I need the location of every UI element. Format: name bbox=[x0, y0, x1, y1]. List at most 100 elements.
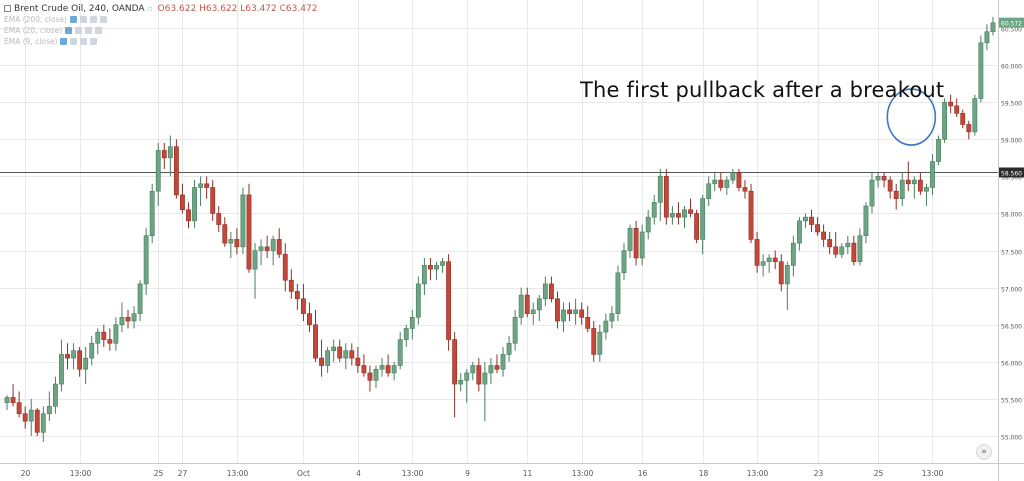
candle-body bbox=[567, 309, 572, 314]
candle-body bbox=[300, 298, 306, 314]
candle-body bbox=[669, 213, 675, 218]
candle-body bbox=[325, 350, 331, 366]
legend-settings-icon[interactable]: ▫ bbox=[147, 4, 153, 13]
indicator-label: EMA (20, close) bbox=[4, 26, 63, 35]
close-icon[interactable] bbox=[89, 16, 97, 23]
candle-body bbox=[948, 101, 954, 107]
indicator-row[interactable]: EMA (20, close) bbox=[4, 25, 317, 36]
candle-body bbox=[270, 239, 276, 251]
candle-body bbox=[228, 239, 234, 244]
candle-body bbox=[119, 317, 125, 326]
close-icon[interactable] bbox=[85, 27, 93, 34]
candle-body bbox=[754, 239, 760, 266]
level-price-label: 58.560 bbox=[1001, 171, 1022, 178]
candle-body bbox=[663, 176, 669, 218]
price-tick-label: 58.000 bbox=[1001, 212, 1022, 219]
candle-body bbox=[143, 235, 149, 285]
close-icon[interactable] bbox=[80, 38, 88, 45]
candle-body bbox=[633, 227, 639, 259]
price-tick-label: 55.500 bbox=[1001, 398, 1022, 405]
candle-body bbox=[942, 101, 948, 140]
price-chart[interactable] bbox=[0, 0, 998, 463]
candle-body bbox=[16, 402, 22, 415]
candle-body bbox=[548, 283, 554, 300]
candle-body bbox=[712, 179, 718, 185]
candle-body bbox=[651, 202, 657, 218]
candle-body bbox=[972, 98, 978, 133]
legend: Brent Crude Oil, 240, OANDA ▫ O63.622 H6… bbox=[4, 3, 317, 47]
collapse-icon[interactable] bbox=[4, 5, 11, 12]
candle-body bbox=[307, 313, 312, 326]
price-tick-label: 59.500 bbox=[1001, 101, 1022, 108]
candle-body bbox=[319, 357, 324, 366]
axis-corner bbox=[998, 463, 1024, 481]
time-tick-label: 11 bbox=[523, 469, 533, 478]
candle-body bbox=[434, 265, 439, 270]
time-tick-label: 23 bbox=[814, 469, 824, 478]
time-tick-label: 18 bbox=[699, 469, 709, 478]
candle-body bbox=[186, 209, 191, 222]
candle-body bbox=[107, 339, 113, 344]
time-tick-label: 25 bbox=[874, 469, 884, 478]
candle-body bbox=[210, 187, 216, 214]
candle-body bbox=[887, 179, 893, 192]
indicator-row[interactable]: EMA (200, close) bbox=[4, 14, 317, 25]
eye-icon[interactable] bbox=[69, 16, 77, 23]
candle-body bbox=[173, 146, 179, 196]
candle-body bbox=[845, 242, 851, 248]
candle-body bbox=[688, 209, 693, 214]
candle-body bbox=[282, 253, 288, 281]
time-tick-label: 16 bbox=[638, 469, 648, 478]
candle-body bbox=[821, 231, 827, 240]
time-tick-label: 13:00 bbox=[747, 469, 769, 478]
candle-body bbox=[555, 298, 560, 322]
candle-body bbox=[936, 138, 941, 162]
candle-body bbox=[65, 354, 70, 359]
candle-body bbox=[180, 194, 185, 211]
candle-body bbox=[524, 294, 530, 314]
candle-body bbox=[83, 357, 89, 370]
eye-icon[interactable] bbox=[65, 27, 73, 34]
candle-body bbox=[216, 213, 222, 225]
more-icon[interactable] bbox=[99, 16, 107, 23]
candle-body bbox=[639, 231, 645, 259]
candle-body bbox=[815, 224, 820, 233]
candle-body bbox=[4, 397, 10, 403]
candle-body bbox=[766, 257, 772, 262]
candle-body bbox=[954, 105, 960, 114]
scroll-to-realtime-icon[interactable]: » bbox=[976, 444, 992, 460]
candle-body bbox=[621, 250, 627, 274]
candle-body bbox=[561, 309, 566, 322]
candle-body bbox=[960, 113, 966, 125]
candle-body bbox=[706, 183, 712, 199]
candle-body bbox=[772, 257, 778, 262]
price-axis[interactable]: 55.000 55.500 56.000 56.500 57.000 57.500 58.0… bbox=[998, 0, 1024, 463]
eye-icon[interactable] bbox=[60, 38, 68, 45]
candle-body bbox=[161, 150, 167, 159]
price-tick-label: 57.500 bbox=[1001, 250, 1022, 257]
candle-body bbox=[966, 124, 972, 133]
candle-body bbox=[155, 150, 161, 192]
settings-icon[interactable] bbox=[79, 16, 87, 23]
candle-body bbox=[440, 261, 445, 266]
candle-body bbox=[482, 372, 488, 385]
candle-body bbox=[59, 354, 64, 385]
candle-body bbox=[246, 194, 252, 270]
candle-body bbox=[851, 242, 857, 262]
settings-icon[interactable] bbox=[70, 38, 78, 45]
candle-body bbox=[470, 365, 476, 374]
more-icon[interactable] bbox=[95, 27, 103, 34]
indicator-row[interactable]: EMA (9, close) bbox=[4, 36, 317, 47]
more-icon[interactable] bbox=[90, 38, 98, 45]
candle-body bbox=[536, 298, 542, 311]
time-axis[interactable]: 20 13:00 25 27 13:00 Oct 4 13:00 9 11 13:00 16 18 13:… bbox=[0, 463, 998, 481]
candle-body bbox=[924, 187, 929, 192]
settings-icon[interactable] bbox=[75, 27, 83, 34]
candle-body bbox=[917, 179, 923, 192]
chart-area[interactable]: Brent Crude Oil, 240, OANDA ▫ O63.622 H6… bbox=[0, 0, 998, 463]
candle-body bbox=[585, 317, 591, 329]
candle-body bbox=[464, 372, 470, 381]
candle-body bbox=[512, 317, 518, 344]
candle-body bbox=[343, 350, 349, 359]
candle-body bbox=[893, 190, 899, 199]
